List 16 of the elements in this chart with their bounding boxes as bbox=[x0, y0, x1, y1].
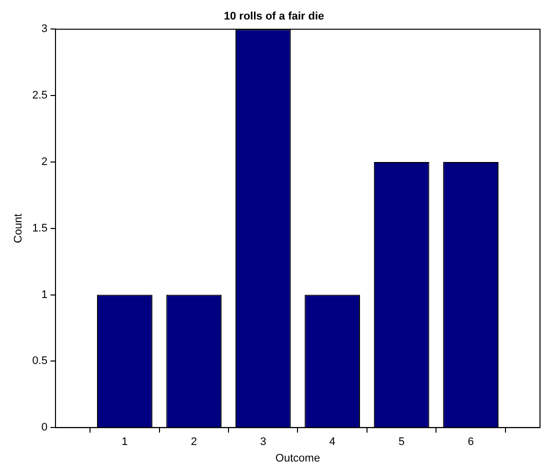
y-tick-label: 2 bbox=[41, 156, 48, 168]
y-tick-label: 3 bbox=[41, 23, 48, 36]
x-tick-label: 6 bbox=[468, 436, 474, 448]
y-tick-label: 0.5 bbox=[32, 355, 48, 368]
x-axis-title: Outcome bbox=[275, 452, 320, 464]
x-tick-label: 1 bbox=[122, 436, 128, 448]
y-tick-label: 2.5 bbox=[32, 90, 48, 102]
y-tick-label: 0 bbox=[41, 422, 48, 434]
x-tick-label: 5 bbox=[398, 436, 405, 448]
y-tick-label: 1.5 bbox=[32, 222, 48, 234]
chart-title: 10 rolls of a fair die bbox=[224, 10, 324, 23]
x-tick-label: 3 bbox=[260, 436, 266, 448]
x-tick-label: 2 bbox=[190, 436, 197, 448]
x-tick-label: 4 bbox=[329, 436, 336, 448]
y-axis-title: Count bbox=[12, 214, 25, 244]
y-tick-label: 1 bbox=[41, 288, 48, 301]
